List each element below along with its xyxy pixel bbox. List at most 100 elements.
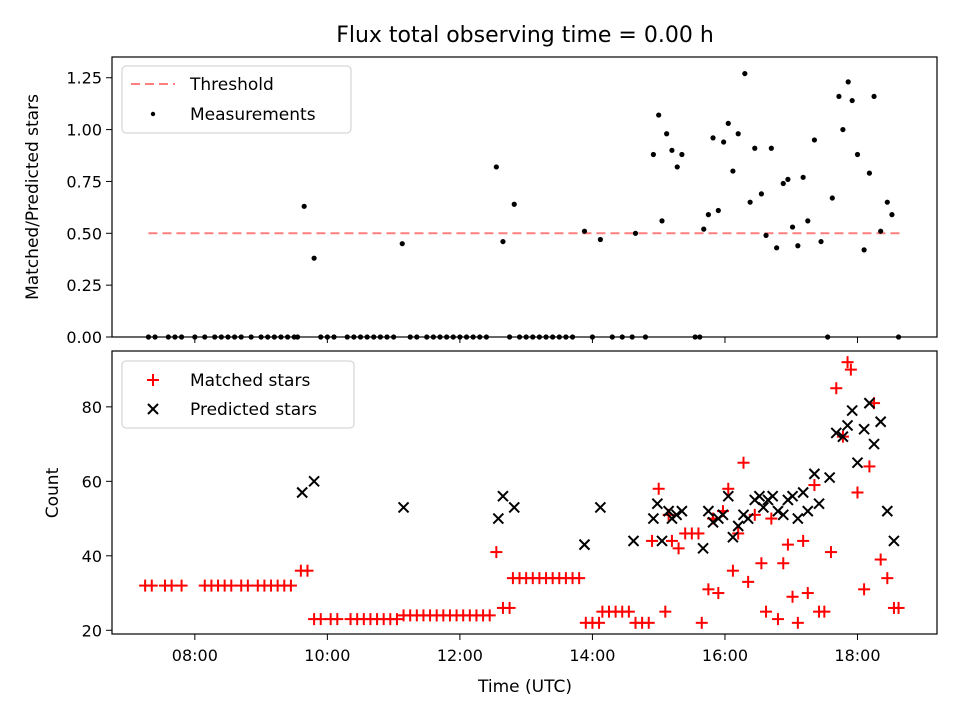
predicted-star-point: [846, 404, 858, 417]
threshold-legend-label: Threshold: [189, 75, 274, 95]
matched-star-point: [692, 527, 705, 540]
matched-star-point: [824, 546, 837, 559]
predicted-star-point: [851, 457, 864, 469]
measurement-point: [789, 224, 796, 230]
measurement-point: [511, 201, 517, 207]
predicted-star-point: [727, 531, 739, 543]
measurement-point: [840, 126, 846, 133]
matched-star-point: [765, 512, 778, 525]
y-tick-label: 60: [82, 472, 102, 491]
predicted-star-point: [837, 430, 849, 443]
measurement-point: [721, 139, 727, 145]
predicted-star-point: [578, 538, 591, 551]
matched-star-point: [881, 572, 894, 585]
predicted-star-point: [823, 471, 836, 484]
measurement-point: [650, 151, 656, 158]
measurement-point: [829, 195, 835, 201]
matched-star-point: [712, 587, 725, 600]
measurement-point: [632, 230, 639, 236]
matched-star-point: [786, 590, 799, 603]
matched-star-point: [892, 601, 905, 614]
measurement-point: [845, 79, 851, 85]
matched-star-point: [390, 613, 403, 626]
ratio-axes-frame: [111, 56, 938, 338]
predicted-star-point: [397, 501, 410, 514]
counts-legend: Matched stars Predicted stars: [121, 360, 355, 429]
measurements-legend-label: Measurements: [190, 105, 316, 125]
matched-star-point: [652, 482, 665, 495]
predicted-star-point: [863, 397, 876, 409]
predicted-legend-label: Predicted stars: [190, 400, 317, 420]
measurement-point: [805, 218, 811, 224]
predicted-star-point: [888, 535, 900, 547]
ratio-legend-box: [121, 65, 352, 134]
measurement-point: [500, 238, 506, 245]
matched-star-point: [593, 616, 606, 629]
y-tick-label: 1.25: [66, 69, 102, 88]
predicted-star-point: [722, 490, 734, 502]
predicted-star-point: [707, 516, 719, 528]
predicted-star-point: [858, 423, 870, 435]
measurement-point: [664, 131, 670, 137]
x-tick-label: 12:00: [437, 646, 483, 665]
matched-star-point: [646, 534, 659, 547]
predicted-star-point: [753, 490, 766, 502]
predicted-star-point: [841, 419, 854, 432]
matched-stars-layer: [139, 356, 905, 629]
matched-star-point: [755, 557, 768, 570]
matched-star-point: [490, 546, 503, 559]
measurement-point: [818, 238, 824, 245]
predicted-star-point: [308, 475, 320, 488]
matched-star-point: [742, 575, 755, 588]
measurement-point: [597, 236, 603, 243]
measurement-point: [399, 241, 405, 247]
matched-star-point: [175, 579, 188, 592]
measurement-point: [715, 207, 721, 214]
matched-star-point: [791, 616, 804, 629]
predicted-star-point: [766, 490, 779, 502]
measurement-point: [581, 228, 588, 234]
predicted-star-point: [777, 509, 789, 521]
x-tick-label: 08:00: [172, 646, 218, 665]
matched-legend-swatch: [147, 374, 159, 386]
x-tick-label: 14:00: [569, 646, 615, 665]
measurement-point: [710, 135, 716, 141]
matched-star-point: [737, 456, 750, 469]
predicted-star-point: [296, 486, 308, 499]
predicted-star-point: [732, 520, 744, 532]
matched-star-point: [808, 479, 821, 492]
matched-star-point: [695, 616, 708, 629]
predicted-star-point: [717, 509, 729, 521]
measurement-point: [780, 180, 786, 187]
ratio-y-axis-label: Matched/Predicted stars: [23, 94, 43, 300]
measurement-point: [659, 218, 665, 224]
predicted-star-point: [808, 468, 821, 480]
measurement-point: [861, 247, 867, 253]
matched-star-point: [818, 605, 831, 618]
predicted-star-point: [492, 512, 505, 525]
measurement-point: [889, 212, 895, 218]
measurement-point: [866, 170, 873, 176]
matched-star-point: [760, 605, 773, 618]
matched-star-point: [145, 579, 158, 592]
measurement-point: [656, 112, 662, 118]
matched-star-point: [622, 605, 635, 618]
predicted-star-point: [813, 497, 825, 510]
x-tick-label: 18:00: [834, 646, 880, 665]
matched-star-point: [830, 382, 843, 395]
predicted-star-point: [656, 535, 668, 547]
measurement-point: [725, 120, 731, 126]
x-tick-label: 16:00: [702, 646, 748, 665]
measurement-point: [884, 199, 890, 205]
ratio-x-ticks: [194, 337, 858, 343]
predicted-star-point: [676, 505, 688, 517]
measurements-legend-swatch: [150, 111, 156, 117]
measurement-point: [674, 164, 680, 170]
predicted-star-point: [786, 490, 799, 502]
predicted-star-point: [830, 427, 842, 439]
y-tick-label: 0.25: [66, 276, 102, 295]
predicted-star-point: [802, 505, 814, 517]
matched-star-point: [841, 356, 854, 369]
